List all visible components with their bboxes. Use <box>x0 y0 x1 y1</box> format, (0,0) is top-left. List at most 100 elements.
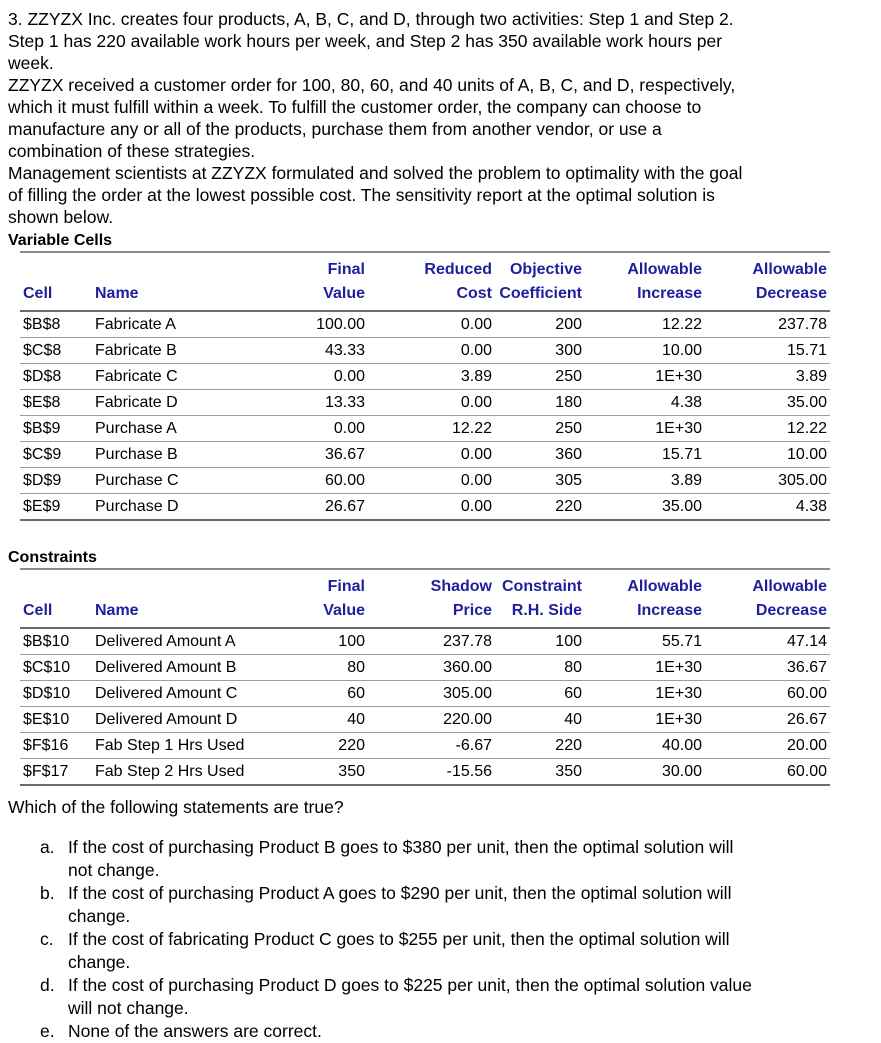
table-cell: 43.33 <box>278 337 368 364</box>
table-cell: 305.00 <box>368 680 495 707</box>
column-header-final-value: Final Value <box>278 252 368 312</box>
table-cell: $E$8 <box>20 389 92 416</box>
table-cell: 4.38 <box>585 389 705 416</box>
table-cell: 60.00 <box>705 758 830 786</box>
table-cell: Purchase D <box>92 493 278 521</box>
table-row: $B$9 Purchase A 0.00 12.22 250 1E+30 12.22 <box>20 415 830 442</box>
table-cell: Delivered Amount B <box>92 654 278 681</box>
table-cell: 1E+30 <box>585 706 705 733</box>
table-cell: 60 <box>278 680 368 707</box>
table-cell: 100.00 <box>278 311 368 338</box>
table-cell: Fabricate D <box>92 389 278 416</box>
table-cell: Fab Step 1 Hrs Used <box>92 732 278 759</box>
table-cell: 1E+30 <box>585 415 705 442</box>
table-cell: 36.67 <box>278 441 368 468</box>
column-header-objective-coefficient: Objective Coefficient <box>495 252 585 312</box>
option-text: If the cost of purchasing Product A goes… <box>68 883 732 926</box>
table-cell: 200 <box>495 311 585 338</box>
table-cell: 4.38 <box>705 493 830 521</box>
table-cell: 3.89 <box>368 363 495 390</box>
column-header-name: Name <box>92 252 278 312</box>
column-header-name: Name <box>92 569 278 629</box>
table-cell: 220.00 <box>368 706 495 733</box>
table-cell: 30.00 <box>585 758 705 786</box>
column-header-allowable-increase: Allowable Increase <box>585 569 705 629</box>
table-header-row: Cell Name Final Value Reduced Cost Objec… <box>20 252 830 312</box>
table-cell: 100 <box>495 628 585 655</box>
section-gap <box>0 521 881 545</box>
table-cell: 305.00 <box>705 467 830 494</box>
table-row: $D$10 Delivered Amount C 60 305.00 60 1E+30 60… <box>20 680 830 707</box>
table-cell: 0.00 <box>278 363 368 390</box>
table-cell: 35.00 <box>585 493 705 521</box>
table-cell: Fabricate C <box>92 363 278 390</box>
answer-option-a: a. If the cost of purchasing Product B g… <box>40 836 881 882</box>
table-row: $B$8 Fabricate A 100.00 0.00 200 12.22 237.78 <box>20 311 830 338</box>
table-cell: Fabricate B <box>92 337 278 364</box>
table-cell: $E$9 <box>20 493 92 521</box>
table-row: $C$10 Delivered Amount B 80 360.00 80 1E+30 36… <box>20 654 830 681</box>
option-text: If the cost of purchasing Product B goes… <box>68 837 734 880</box>
table-cell: 36.67 <box>705 654 830 681</box>
column-header-cell: Cell <box>20 252 92 312</box>
table-cell: 237.78 <box>368 628 495 655</box>
table-cell: Fabricate A <box>92 311 278 338</box>
table-cell: $C$9 <box>20 441 92 468</box>
table-cell: 1E+30 <box>585 363 705 390</box>
table-cell: -6.67 <box>368 732 495 759</box>
table-cell: 1E+30 <box>585 654 705 681</box>
table-cell: 180 <box>495 389 585 416</box>
table-cell: 80 <box>495 654 585 681</box>
table-cell: -15.56 <box>368 758 495 786</box>
table-cell: 26.67 <box>705 706 830 733</box>
constraints-title: Constraints <box>8 549 97 566</box>
table-cell: $B$10 <box>20 628 92 655</box>
variable-cells-table: Cell Name Final Value Reduced Cost Objec… <box>20 251 830 521</box>
table-cell: 360.00 <box>368 654 495 681</box>
table-cell: 305 <box>495 467 585 494</box>
table-row: $F$17 Fab Step 2 Hrs Used 350 -15.56 350 30.0… <box>20 758 830 786</box>
table-cell: 60.00 <box>705 680 830 707</box>
table-cell: Delivered Amount A <box>92 628 278 655</box>
table-cell: 40 <box>495 706 585 733</box>
table-cell: 100 <box>278 628 368 655</box>
table-cell: Delivered Amount C <box>92 680 278 707</box>
answer-option-d: d. If the cost of purchasing Product D g… <box>40 974 881 1020</box>
column-header-allowable-increase: Allowable Increase <box>585 252 705 312</box>
constraints-table: Cell Name Final Value Shadow Price Const… <box>20 568 830 786</box>
table-cell: 250 <box>495 363 585 390</box>
column-header-shadow-price: Shadow Price <box>368 569 495 629</box>
table-row: $D$9 Purchase C 60.00 0.00 305 3.89 305.00 <box>20 467 830 494</box>
column-header-reduced-cost: Reduced Cost <box>368 252 495 312</box>
table-cell: 0.00 <box>278 415 368 442</box>
column-header-allowable-decrease: Allowable Decrease <box>705 252 830 312</box>
option-letter: d. <box>40 975 55 995</box>
option-letter: a. <box>40 837 55 857</box>
answer-option-c: c. If the cost of fabricating Product C … <box>40 928 881 974</box>
table-cell: 55.71 <box>585 628 705 655</box>
column-header-cell: Cell <box>20 569 92 629</box>
table-cell: 12.22 <box>705 415 830 442</box>
table-cell: 80 <box>278 654 368 681</box>
table-cell: 0.00 <box>368 441 495 468</box>
table-cell: 12.22 <box>585 311 705 338</box>
table-cell: 250 <box>495 415 585 442</box>
table-cell: 35.00 <box>705 389 830 416</box>
table-cell: 220 <box>495 493 585 521</box>
table-cell: $F$17 <box>20 758 92 786</box>
table-cell: $B$8 <box>20 311 92 338</box>
table-cell: 350 <box>495 758 585 786</box>
table-row: $F$16 Fab Step 1 Hrs Used 220 -6.67 220 40.00… <box>20 732 830 759</box>
table-cell: 1E+30 <box>585 680 705 707</box>
option-text: If the cost of fabricating Product C goe… <box>68 929 730 972</box>
table-cell: 20.00 <box>705 732 830 759</box>
table-cell: 0.00 <box>368 311 495 338</box>
table-cell: Purchase A <box>92 415 278 442</box>
table-cell: 10.00 <box>585 337 705 364</box>
table-cell: 237.78 <box>705 311 830 338</box>
answer-option-e: e. None of the answers are correct. <box>40 1020 881 1043</box>
table-cell: 220 <box>278 732 368 759</box>
answer-options-list: a. If the cost of purchasing Product B g… <box>0 836 881 1043</box>
answer-option-b: b. If the cost of purchasing Product A g… <box>40 882 881 928</box>
table-cell: 40 <box>278 706 368 733</box>
